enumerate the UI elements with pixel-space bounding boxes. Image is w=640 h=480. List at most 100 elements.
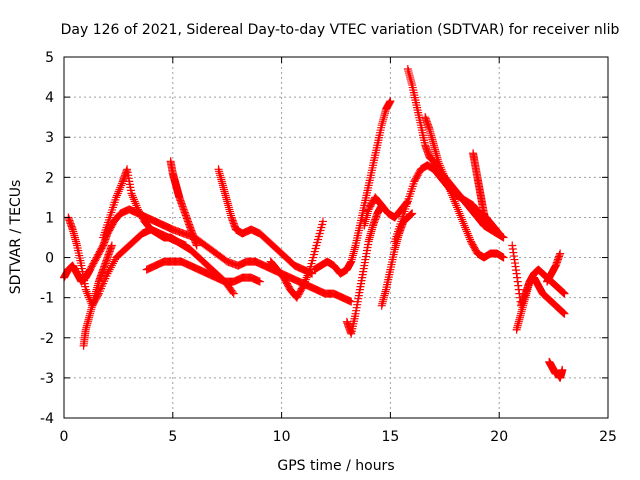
y-tick-label: 2 xyxy=(45,170,54,186)
data-point xyxy=(482,217,491,226)
data-point xyxy=(499,233,508,242)
data-point xyxy=(128,191,137,200)
x-tick-label: 15 xyxy=(381,429,399,445)
data-point xyxy=(444,181,453,190)
data-point xyxy=(318,217,327,226)
data-point xyxy=(444,183,453,192)
y-tick-label: 1 xyxy=(45,210,54,226)
data-point xyxy=(129,195,138,204)
data-point xyxy=(449,195,458,204)
data-point xyxy=(558,365,567,374)
data-point xyxy=(255,277,264,286)
data-point xyxy=(462,227,471,236)
data-point xyxy=(451,199,460,208)
data-point xyxy=(129,193,138,202)
series-track-21 xyxy=(545,357,567,382)
data-point xyxy=(436,163,445,172)
data-point xyxy=(112,193,121,202)
data-point xyxy=(301,275,310,284)
data-point xyxy=(192,241,201,250)
series-track-11 xyxy=(342,201,386,338)
x-tick-label: 0 xyxy=(60,429,69,445)
data-point xyxy=(440,173,449,182)
data-point xyxy=(113,191,122,200)
data-point xyxy=(499,253,508,262)
data-point xyxy=(299,281,308,290)
plot-frame xyxy=(63,56,609,419)
data-point xyxy=(117,181,126,190)
series-track-6 xyxy=(166,157,201,250)
data-point xyxy=(435,159,444,168)
data-point xyxy=(435,161,444,170)
data-point xyxy=(453,205,462,214)
data-point xyxy=(305,267,314,276)
data-point xyxy=(300,277,309,286)
data-point xyxy=(465,233,474,242)
data-point xyxy=(229,289,238,298)
data-point xyxy=(560,289,569,298)
data-point xyxy=(133,203,142,212)
x-tick-label: 10 xyxy=(273,429,291,445)
data-point xyxy=(438,167,447,176)
data-point xyxy=(448,191,457,200)
data-point xyxy=(386,97,395,106)
y-axis-title: SDTVAR / TECUs xyxy=(8,180,24,295)
data-point xyxy=(446,187,455,196)
data-point xyxy=(107,261,116,270)
data-point xyxy=(556,249,565,258)
data-point xyxy=(445,185,454,194)
y-tick-label: -3 xyxy=(40,371,54,387)
data-point xyxy=(461,223,470,232)
data-point xyxy=(453,203,462,212)
data-point xyxy=(302,273,311,282)
series-track-8 xyxy=(234,257,356,306)
data-point xyxy=(298,283,307,292)
data-point xyxy=(455,209,464,218)
data-point xyxy=(107,241,116,250)
data-point xyxy=(463,229,472,238)
data-point xyxy=(115,185,124,194)
data-point xyxy=(439,171,448,180)
data-point xyxy=(304,269,313,278)
data-point xyxy=(454,207,463,216)
series-track-20 xyxy=(543,249,565,286)
data-point xyxy=(110,257,119,266)
x-tick-label: 5 xyxy=(168,429,177,445)
data-marks xyxy=(60,65,569,382)
data-point xyxy=(228,288,237,297)
data-point xyxy=(443,179,452,188)
y-tick-label: 3 xyxy=(45,130,54,146)
data-point xyxy=(108,259,117,268)
data-point xyxy=(452,201,461,210)
data-point xyxy=(81,285,90,294)
data-point xyxy=(437,165,446,174)
data-point xyxy=(495,229,504,238)
y-tick-label: 0 xyxy=(45,251,54,267)
grid-layer xyxy=(64,57,608,418)
data-point xyxy=(448,193,457,202)
series-track-9 xyxy=(266,217,327,302)
data-point xyxy=(493,227,502,236)
data-point xyxy=(303,271,312,280)
data-point xyxy=(132,201,141,210)
data-point xyxy=(494,228,503,237)
x-tick-label: 25 xyxy=(599,429,617,445)
data-point xyxy=(106,263,115,272)
data-point xyxy=(116,183,125,192)
y-tick-label: -4 xyxy=(40,411,54,427)
data-point xyxy=(456,211,465,220)
data-point xyxy=(458,217,467,226)
data-point xyxy=(457,215,466,224)
data-point xyxy=(447,189,456,198)
data-point xyxy=(466,235,475,244)
data-point xyxy=(450,197,459,206)
x-axis-title: GPS time / hours xyxy=(277,458,394,474)
data-point xyxy=(464,231,473,240)
series-track-10 xyxy=(310,97,395,278)
data-point xyxy=(439,169,448,178)
data-point xyxy=(130,197,139,206)
data-point xyxy=(457,213,466,222)
x-tick-label: 20 xyxy=(490,429,508,445)
series-track-19 xyxy=(512,265,569,334)
y-tick-label: -1 xyxy=(40,291,54,307)
